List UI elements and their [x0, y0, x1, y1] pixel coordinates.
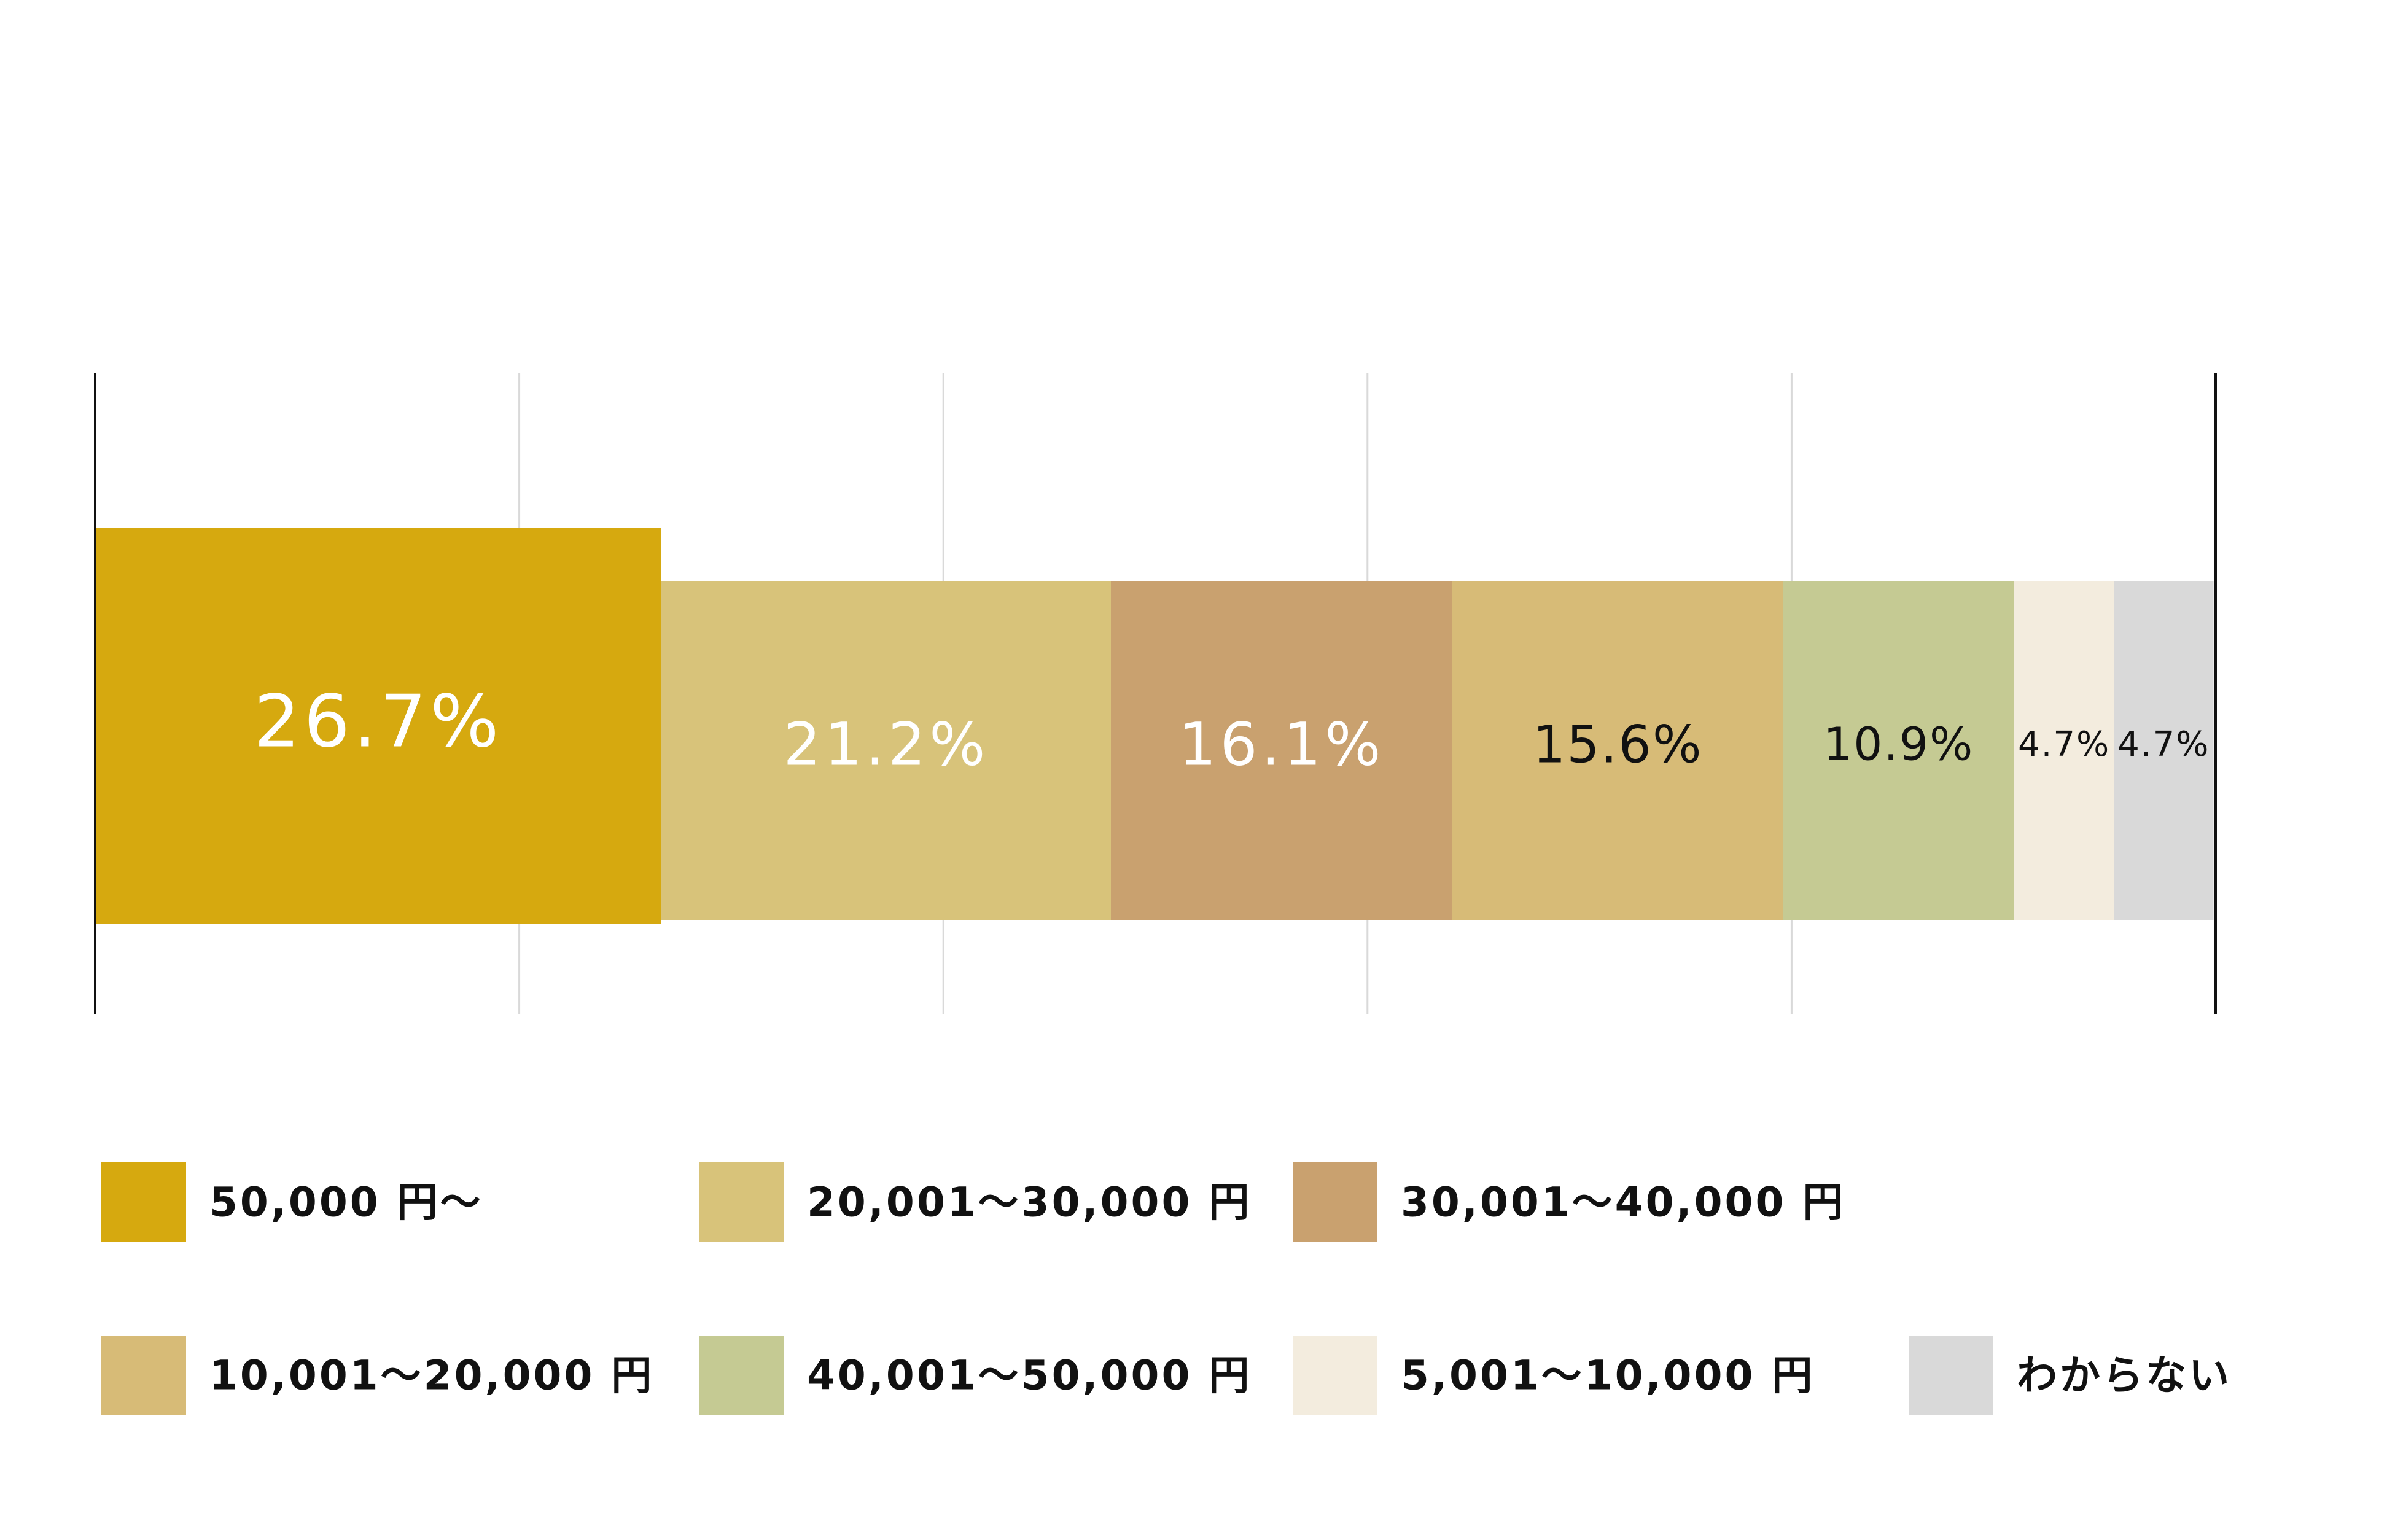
bar-segment-3: [1452, 581, 1783, 920]
legend-swatch-6: [1909, 1336, 1993, 1415]
bar-label-5: 4.7%: [2018, 725, 2110, 764]
bar-label-1: 21.2%: [783, 710, 989, 779]
legend-swatch-0: [101, 1162, 186, 1242]
bar-segment-1: [661, 581, 1111, 920]
legend-label-0: 50,000 円〜: [209, 1179, 483, 1226]
legend-swatch-1: [699, 1162, 784, 1242]
bar-label-6: 4.7%: [2117, 725, 2210, 764]
axis-lines: [94, 373, 2217, 1014]
bar-label-4: 10.9%: [1823, 718, 1974, 771]
legend-swatch-2: [1293, 1162, 1377, 1242]
bar-segments: [95, 528, 2214, 924]
legend-label-1: 20,001〜30,000 円: [807, 1179, 1252, 1226]
legend: 50,000 円〜 20,001〜30,000 円 30,001〜40,000 円 1…: [101, 1162, 2232, 1415]
segment-labels: 26.7% 21.2% 16.1% 15.6% 10.9% 4.7% 4.7%: [254, 679, 2210, 779]
bar-segment-4: [1783, 581, 2014, 920]
bar-segment-6: [2114, 581, 2214, 920]
bar-segment-5: [2014, 581, 2114, 920]
bar-label-2: 16.1%: [1178, 710, 1384, 779]
legend-label-5: 5,001〜10,000 円: [1401, 1352, 1815, 1399]
bar-segment-0: [95, 528, 661, 924]
legend-swatch-5: [1293, 1336, 1377, 1415]
bar-label-0: 26.7%: [254, 679, 503, 764]
bar-label-3: 15.6%: [1533, 715, 1703, 775]
legend-swatch-3: [101, 1336, 186, 1415]
legend-label-2: 30,001〜40,000 円: [1401, 1179, 1845, 1226]
legend-label-4: 40,001〜50,000 円: [807, 1352, 1252, 1399]
legend-label-6: わからない: [2017, 1352, 2232, 1399]
bar-segment-2: [1110, 581, 1452, 920]
legend-swatch-4: [699, 1336, 784, 1415]
legend-label-3: 10,001〜20,000 円: [209, 1352, 654, 1399]
